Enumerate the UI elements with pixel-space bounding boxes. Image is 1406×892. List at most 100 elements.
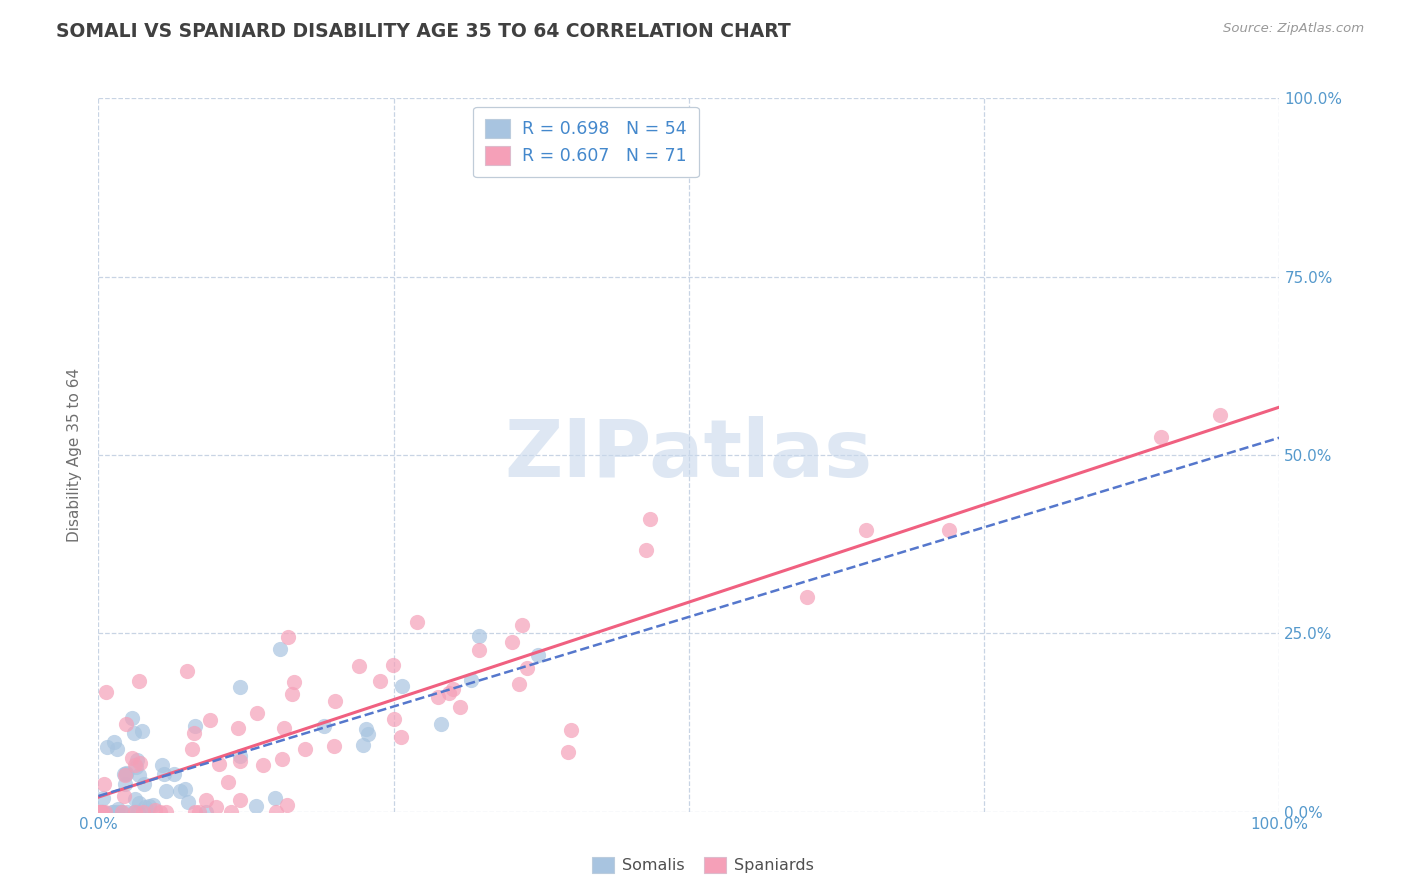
Text: Source: ZipAtlas.com: Source: ZipAtlas.com <box>1223 22 1364 36</box>
Y-axis label: Disability Age 35 to 64: Disability Age 35 to 64 <box>67 368 83 542</box>
Point <box>560 723 582 737</box>
Point <box>557 745 579 759</box>
Point <box>638 512 661 526</box>
Point <box>228 754 250 768</box>
Point <box>381 657 404 672</box>
Point <box>323 739 346 754</box>
Point <box>134 799 156 814</box>
Point <box>101 805 124 819</box>
Point <box>103 735 125 749</box>
Point <box>94 805 117 819</box>
Point <box>430 717 453 731</box>
Point <box>195 793 218 807</box>
Point <box>94 684 117 698</box>
Point <box>283 675 305 690</box>
Point <box>352 738 374 752</box>
Point <box>124 805 146 819</box>
Point <box>107 802 129 816</box>
Point <box>229 681 252 695</box>
Point <box>177 795 200 809</box>
Point <box>245 798 267 813</box>
Point <box>323 694 346 708</box>
Point <box>389 730 412 744</box>
Point <box>217 775 239 789</box>
Point <box>198 714 221 728</box>
Text: SOMALI VS SPANIARD DISABILITY AGE 35 TO 64 CORRELATION CHART: SOMALI VS SPANIARD DISABILITY AGE 35 TO … <box>56 22 792 41</box>
Point <box>155 805 177 819</box>
Point <box>127 805 149 819</box>
Point <box>131 805 153 819</box>
Point <box>121 751 143 765</box>
Point <box>510 618 533 632</box>
Point <box>271 751 294 765</box>
Point <box>501 635 523 649</box>
Point <box>115 716 138 731</box>
Point <box>114 765 136 780</box>
Point <box>354 723 377 737</box>
Point <box>89 805 111 819</box>
Point <box>181 742 204 756</box>
Point <box>125 752 148 766</box>
Point <box>526 648 548 662</box>
Point <box>281 687 304 701</box>
Point <box>149 805 172 819</box>
Point <box>264 805 287 819</box>
Point <box>264 791 287 805</box>
Point <box>150 758 173 772</box>
Point <box>269 642 291 657</box>
Point <box>1209 408 1232 422</box>
Legend: R = 0.698   N = 54, R = 0.607   N = 71: R = 0.698 N = 54, R = 0.607 N = 71 <box>474 107 699 178</box>
Point <box>188 805 211 819</box>
Point <box>107 742 129 756</box>
Point <box>634 543 657 558</box>
Point <box>142 797 165 812</box>
Point <box>121 710 143 724</box>
Point <box>115 766 138 780</box>
Point <box>938 523 960 537</box>
Point <box>437 686 460 700</box>
Point <box>110 805 132 819</box>
Point <box>277 631 299 645</box>
Point <box>155 784 177 798</box>
Point <box>96 740 118 755</box>
Point <box>90 805 112 819</box>
Point <box>173 781 195 796</box>
Point <box>208 757 231 772</box>
Point <box>128 796 150 810</box>
Point <box>468 630 491 644</box>
Point <box>183 719 205 733</box>
Point <box>276 798 298 813</box>
Point <box>112 789 135 803</box>
Point <box>1150 430 1173 444</box>
Point <box>382 712 405 726</box>
Point <box>101 805 124 819</box>
Point <box>226 721 249 735</box>
Legend: Somalis, Spaniards: Somalis, Spaniards <box>585 850 821 880</box>
Point <box>89 805 111 819</box>
Point <box>169 784 191 798</box>
Point <box>219 805 242 819</box>
Point <box>194 805 217 819</box>
Point <box>152 767 174 781</box>
Point <box>508 677 530 691</box>
Point <box>87 805 110 819</box>
Point <box>184 805 207 819</box>
Point <box>91 805 114 819</box>
Point <box>132 777 155 791</box>
Point <box>205 799 228 814</box>
Point <box>129 756 152 770</box>
Point <box>114 777 136 791</box>
Point <box>391 679 413 693</box>
Point <box>122 805 145 819</box>
Point <box>368 673 391 688</box>
Point <box>176 665 198 679</box>
Point <box>796 591 818 605</box>
Point <box>406 615 429 629</box>
Point <box>128 673 150 688</box>
Point <box>252 758 274 772</box>
Point <box>105 805 128 819</box>
Point <box>246 706 269 720</box>
Point <box>124 760 146 774</box>
Point <box>229 792 252 806</box>
Point <box>441 682 464 697</box>
